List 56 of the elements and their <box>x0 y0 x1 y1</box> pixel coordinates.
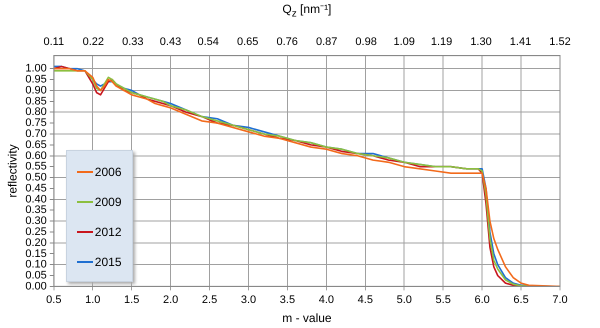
y-tick-label: 0.35 <box>25 204 47 216</box>
y-tick-label: 1.00 <box>25 62 47 75</box>
x-tick-label: 5.0 <box>396 294 412 306</box>
y-tick-label: 0.70 <box>25 128 47 140</box>
x-tick-label: 2.5 <box>202 294 218 306</box>
x2-tick-label: 0.98 <box>355 36 377 48</box>
y-tick-label: 0.25 <box>25 226 47 238</box>
x2-tick-label: 1.09 <box>393 36 415 48</box>
y-tick-label: 0.90 <box>25 84 47 96</box>
y-tick-label: 0.50 <box>25 172 47 184</box>
x2-tick-label: 0.11 <box>44 36 64 48</box>
x2-tick-label: 0.65 <box>236 36 258 48</box>
y-tick-label: 0.40 <box>25 193 47 206</box>
x-tick-label: 5.5 <box>436 294 451 306</box>
x2-tick-label: 0.54 <box>197 36 219 48</box>
x2-tick-label: 0.76 <box>276 36 298 48</box>
x-tick-label: 6.0 <box>474 294 490 306</box>
y-tick-label: 0.45 <box>25 182 47 194</box>
legend-label: 2012 <box>94 225 122 240</box>
x2-tick-label: 1.41 <box>510 36 532 48</box>
x-tick-label: 0.5 <box>46 294 62 306</box>
x2-tick-label: 0.22 <box>82 36 104 48</box>
y-tick-label: 0.75 <box>25 117 47 130</box>
y-tick-label: 0.30 <box>25 215 47 228</box>
y-tick-label: 0.85 <box>25 95 47 108</box>
y-tick-label: 0.55 <box>25 160 47 173</box>
y-tick-label: 0.20 <box>25 236 47 249</box>
x-tick-label: 1.0 <box>85 294 100 306</box>
y-tick-label: 0.05 <box>25 270 47 282</box>
legend-label: 2015 <box>94 255 122 270</box>
x-tick-label: 1.5 <box>124 294 140 306</box>
x2-tick-label: 0.87 <box>316 36 338 48</box>
y-tick-label: 0.95 <box>25 74 47 86</box>
x-tick-label: 2.0 <box>162 294 178 306</box>
x2-tick-label: 0.33 <box>122 36 144 48</box>
y-tick-label: 0.00 <box>25 280 47 292</box>
x-tick-label: 3.5 <box>280 294 296 306</box>
legend-label: 2009 <box>94 195 122 210</box>
x2-tick-label: 0.43 <box>160 36 182 48</box>
x2-axis-title: Q$_{z}$ [nm⁻¹] <box>282 1 332 20</box>
y-tick-label: 0.60 <box>25 150 47 162</box>
y-tick-label: 0.15 <box>25 248 47 260</box>
y-axis-title: reflectivity <box>6 144 20 198</box>
x-tick-label: 3.0 <box>240 294 256 306</box>
y-tick-label: 0.65 <box>25 138 47 151</box>
x-axis-title: m - value <box>282 311 332 326</box>
x-tick-label: 4.0 <box>318 294 334 306</box>
x2-tick-label: 1.52 <box>549 36 571 48</box>
x2-tick-label: 1.19 <box>430 36 452 48</box>
x-tick-label: 4.5 <box>358 294 373 306</box>
x-tick-label: 7.0 <box>552 294 568 306</box>
legend-label: 2006 <box>94 165 122 180</box>
x-tick-label: 6.5 <box>513 294 529 306</box>
y-tick-label: 0.10 <box>25 258 47 271</box>
y-tick-label: 0.80 <box>25 106 47 118</box>
x2-tick-label: 1.30 <box>470 36 492 48</box>
